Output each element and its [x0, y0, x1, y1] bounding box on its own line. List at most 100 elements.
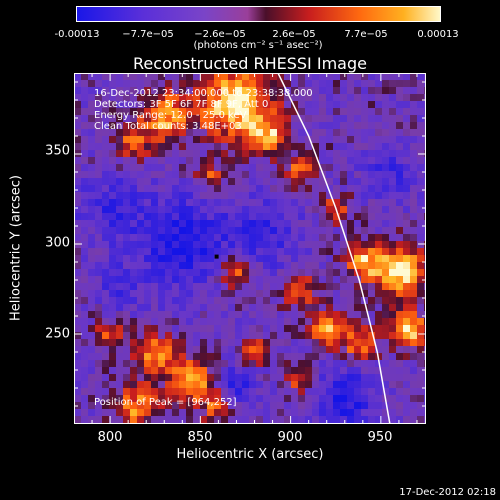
- heatmap-pixel: [361, 311, 368, 318]
- heatmap-pixel: [382, 178, 389, 185]
- heatmap-pixel: [319, 94, 326, 101]
- heatmap-pixel: [277, 171, 284, 178]
- heatmap-pixel: [158, 311, 165, 318]
- heatmap-pixel: [396, 171, 403, 178]
- heatmap-pixel: [263, 199, 270, 206]
- heatmap-pixel: [88, 318, 95, 325]
- heatmap-pixel: [347, 325, 354, 332]
- heatmap-pixel: [158, 157, 165, 164]
- heatmap-pixel: [151, 353, 158, 360]
- heatmap-pixel: [207, 395, 214, 402]
- heatmap-pixel: [151, 136, 158, 143]
- heatmap-pixel: [382, 276, 389, 283]
- heatmap-pixel: [354, 332, 361, 339]
- heatmap-pixel: [361, 332, 368, 339]
- heatmap-pixel: [277, 199, 284, 206]
- heatmap-pixel: [375, 311, 382, 318]
- heatmap-pixel: [214, 416, 221, 423]
- heatmap-pixel: [375, 73, 382, 80]
- heatmap-pixel: [347, 395, 354, 402]
- heatmap-pixel: [74, 80, 81, 87]
- heatmap-pixel: [417, 115, 424, 122]
- heatmap-pixel: [298, 80, 305, 87]
- heatmap-pixel: [172, 178, 179, 185]
- heatmap-pixel: [221, 241, 228, 248]
- heatmap-pixel: [221, 248, 228, 255]
- heatmap-pixel: [179, 318, 186, 325]
- heatmap-pixel: [172, 402, 179, 409]
- heatmap-pixel: [158, 325, 165, 332]
- heatmap-pixel: [207, 241, 214, 248]
- heatmap-pixel: [263, 80, 270, 87]
- heatmap-pixel: [123, 304, 130, 311]
- heatmap-pixel: [326, 80, 333, 87]
- heatmap-pixel: [347, 332, 354, 339]
- heatmap-pixel: [193, 290, 200, 297]
- heatmap-pixel: [81, 283, 88, 290]
- heatmap-pixel: [193, 388, 200, 395]
- heatmap-pixel: [382, 94, 389, 101]
- heatmap-pixel: [375, 276, 382, 283]
- heatmap-pixel: [95, 101, 102, 108]
- heatmap-pixel: [319, 332, 326, 339]
- heatmap-pixel: [319, 87, 326, 94]
- heatmap-pixel: [263, 290, 270, 297]
- heatmap-pixel: [235, 395, 242, 402]
- heatmap-pixel: [130, 150, 137, 157]
- heatmap-pixel: [347, 206, 354, 213]
- heatmap-pixel: [249, 80, 256, 87]
- heatmap-pixel: [340, 325, 347, 332]
- heatmap-pixel: [375, 122, 382, 129]
- heatmap-pixel: [277, 136, 284, 143]
- heatmap-pixel: [326, 269, 333, 276]
- heatmap-pixel: [326, 325, 333, 332]
- heatmap-pixel: [375, 283, 382, 290]
- heatmap-pixel: [137, 318, 144, 325]
- heatmap-pixel: [109, 395, 116, 402]
- heatmap-pixel: [249, 220, 256, 227]
- heatmap-pixel: [263, 262, 270, 269]
- heatmap-pixel: [361, 234, 368, 241]
- heatmap-pixel: [417, 297, 424, 304]
- heatmap-pixel: [109, 332, 116, 339]
- heatmap-pixel: [298, 192, 305, 199]
- heatmap-pixel: [214, 248, 221, 255]
- heatmap-pixel: [417, 248, 424, 255]
- heatmap-pixel: [193, 325, 200, 332]
- heatmap-pixel: [130, 416, 137, 423]
- heatmap-pixel: [95, 185, 102, 192]
- heatmap-pixel: [340, 283, 347, 290]
- heatmap-pixel: [361, 206, 368, 213]
- heatmap-pixel: [277, 381, 284, 388]
- heatmap-pixel: [144, 304, 151, 311]
- heatmap-pixel: [130, 234, 137, 241]
- heatmap-pixel: [144, 360, 151, 367]
- heatmap-pixel: [277, 150, 284, 157]
- heatmap-pixel: [109, 94, 116, 101]
- heatmap-pixel: [263, 101, 270, 108]
- heatmap-pixel: [123, 136, 130, 143]
- heatmap-pixel: [340, 157, 347, 164]
- heatmap-pixel: [144, 276, 151, 283]
- heatmap-pixel: [214, 241, 221, 248]
- heatmap-pixel: [95, 283, 102, 290]
- heatmap-pixel: [88, 262, 95, 269]
- heatmap-pixel: [284, 150, 291, 157]
- heatmap-pixel: [186, 150, 193, 157]
- heatmap-pixel: [172, 255, 179, 262]
- heatmap-pixel: [165, 290, 172, 297]
- heatmap-pixel: [214, 143, 221, 150]
- heatmap-pixel: [179, 94, 186, 101]
- heatmap-pixel: [417, 136, 424, 143]
- heatmap-pixel: [298, 213, 305, 220]
- solar-limb-line: [277, 73, 391, 424]
- heatmap-pixel: [284, 73, 291, 80]
- heatmap-pixel: [137, 129, 144, 136]
- heatmap-pixel: [242, 108, 249, 115]
- heatmap-pixel: [284, 227, 291, 234]
- heatmap-pixel: [151, 122, 158, 129]
- heatmap-pixel: [158, 353, 165, 360]
- heatmap-pixel: [368, 353, 375, 360]
- heatmap-pixel: [137, 178, 144, 185]
- heatmap-pixel: [116, 206, 123, 213]
